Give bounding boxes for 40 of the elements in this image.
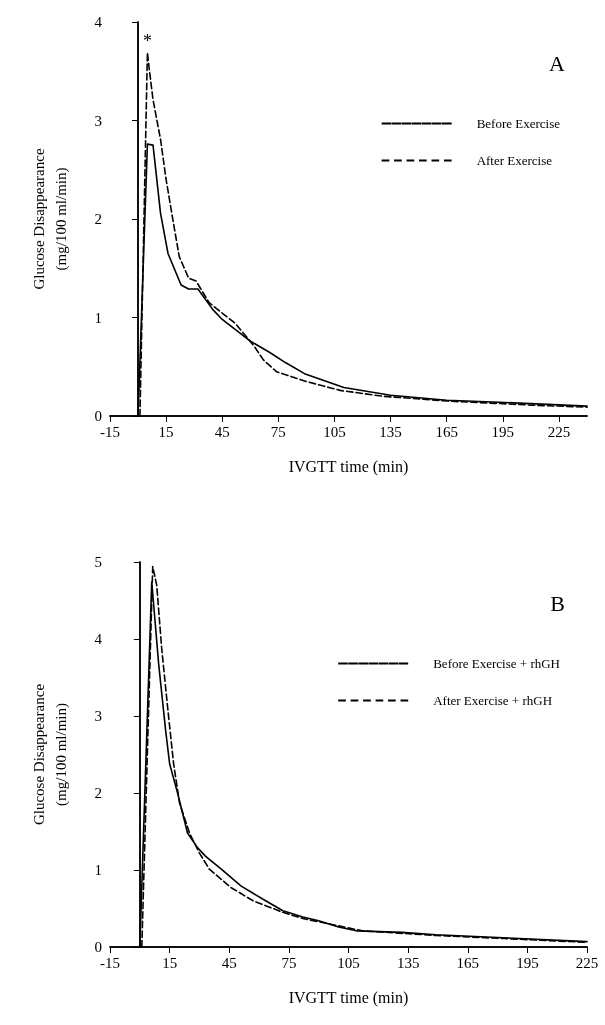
- y-axis-title: Glucose Disappearance (mg/100 ml/min): [31, 148, 70, 290]
- x-tick-label: 225: [547, 423, 571, 440]
- y-tick-label: 1: [94, 309, 102, 326]
- x-tick-label: -15: [100, 954, 120, 971]
- y-tick-label: 0: [94, 408, 102, 424]
- annotation: *: [142, 30, 152, 51]
- y-tick-label: 3: [94, 708, 102, 724]
- y-axis-title: Glucose Disappearance (mg/100 ml/min): [31, 683, 70, 826]
- y-tick-label: 2: [94, 785, 102, 801]
- y-tick-label: 4: [94, 14, 103, 30]
- x-tick-label: 15: [158, 423, 174, 440]
- x-tick-label: 45: [221, 954, 237, 971]
- x-axis-title: IVGTT time (min): [288, 457, 409, 476]
- annotation: A: [549, 50, 566, 76]
- x-tick-label: 195: [491, 423, 515, 440]
- x-tick-label: 75: [270, 423, 286, 440]
- x-tick-label: 165: [435, 423, 458, 440]
- y-tick-label: 3: [94, 112, 102, 129]
- x-tick-label: 135: [396, 954, 420, 971]
- y-tick-label: 5: [94, 554, 102, 570]
- y-tick-label: 0: [94, 939, 102, 955]
- legend-label: After Exercise: [476, 153, 553, 168]
- y-tick-label: 1: [94, 862, 102, 878]
- x-tick-label: 225: [575, 954, 599, 971]
- legend-label: Before Exercise + rhGH: [433, 656, 561, 671]
- legend-label: Before Exercise: [476, 116, 561, 131]
- annotation: B: [550, 590, 566, 616]
- x-tick-label: 135: [379, 423, 402, 440]
- x-tick-label: 45: [214, 423, 230, 440]
- x-axis-title: IVGTT time (min): [288, 988, 409, 1007]
- x-tick-label: 15: [162, 954, 178, 971]
- legend-label: After Exercise + rhGH: [433, 693, 553, 708]
- y-tick-label: 2: [94, 211, 102, 227]
- x-tick-label: -15: [100, 423, 120, 440]
- x-tick-label: 105: [323, 423, 346, 440]
- y-tick-label: 4: [94, 631, 103, 647]
- x-tick-label: 195: [516, 954, 539, 971]
- x-tick-label: 105: [337, 954, 360, 971]
- x-tick-label: 165: [456, 954, 479, 971]
- x-tick-label: 75: [281, 954, 297, 971]
